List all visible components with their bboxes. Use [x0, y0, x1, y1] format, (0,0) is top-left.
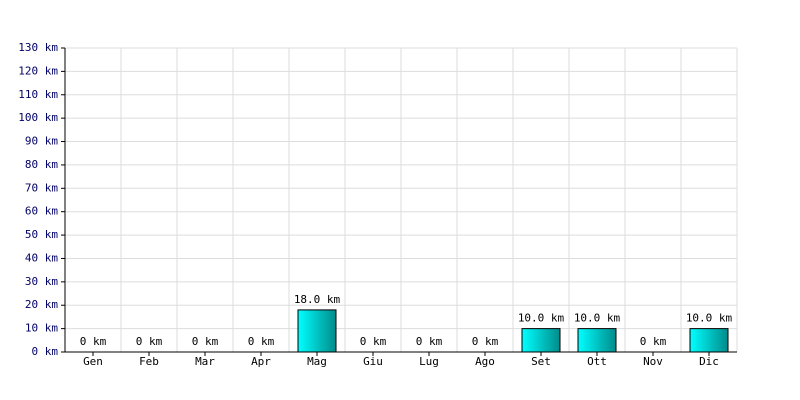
x-tick-label: Dic	[699, 355, 719, 368]
x-tick-label: Nov	[643, 355, 663, 368]
value-label: 0 km	[136, 335, 163, 348]
y-tick-label: 130 km	[18, 41, 58, 54]
y-tick-label: 80 km	[25, 158, 58, 171]
y-tick-label: 70 km	[25, 181, 58, 194]
y-tick-label: 60 km	[25, 205, 58, 218]
bar	[577, 328, 617, 353]
y-tick-label: 20 km	[25, 298, 58, 311]
x-tick-label: Mar	[195, 355, 215, 368]
value-label: 0 km	[472, 335, 499, 348]
value-label: 18.0 km	[294, 293, 341, 306]
y-tick-label: 40 km	[25, 251, 58, 264]
x-tick-label: Giu	[363, 355, 383, 368]
value-label: 0 km	[360, 335, 387, 348]
y-tick-label: 120 km	[18, 64, 58, 77]
value-label: 0 km	[416, 335, 443, 348]
x-tick-label: Apr	[251, 355, 271, 368]
value-label: 0 km	[80, 335, 107, 348]
value-label: 10.0 km	[574, 312, 621, 325]
y-tick-label: 0 km	[32, 345, 59, 358]
x-tick-label: Ott	[587, 355, 607, 368]
x-tick-label: Ago	[475, 355, 495, 368]
y-tick-label: 100 km	[18, 111, 58, 124]
value-label: 10.0 km	[518, 312, 565, 325]
x-tick-label: Feb	[139, 355, 159, 368]
y-tick-label: 50 km	[25, 228, 58, 241]
x-tick-label: Mag	[307, 355, 327, 368]
value-label: 0 km	[640, 335, 667, 348]
x-tick-label: Gen	[83, 355, 103, 368]
value-label: 10.0 km	[686, 312, 733, 325]
y-tick-label: 110 km	[18, 88, 58, 101]
x-tick-label: Set	[531, 355, 551, 368]
value-label: 0 km	[248, 335, 275, 348]
y-tick-label: 10 km	[25, 322, 58, 335]
x-tick-label: Lug	[419, 355, 439, 368]
bar	[689, 328, 729, 353]
y-tick-label: 30 km	[25, 275, 58, 288]
bar	[521, 328, 561, 353]
value-label: 0 km	[192, 335, 219, 348]
bar	[297, 309, 337, 353]
y-tick-label: 90 km	[25, 135, 58, 148]
